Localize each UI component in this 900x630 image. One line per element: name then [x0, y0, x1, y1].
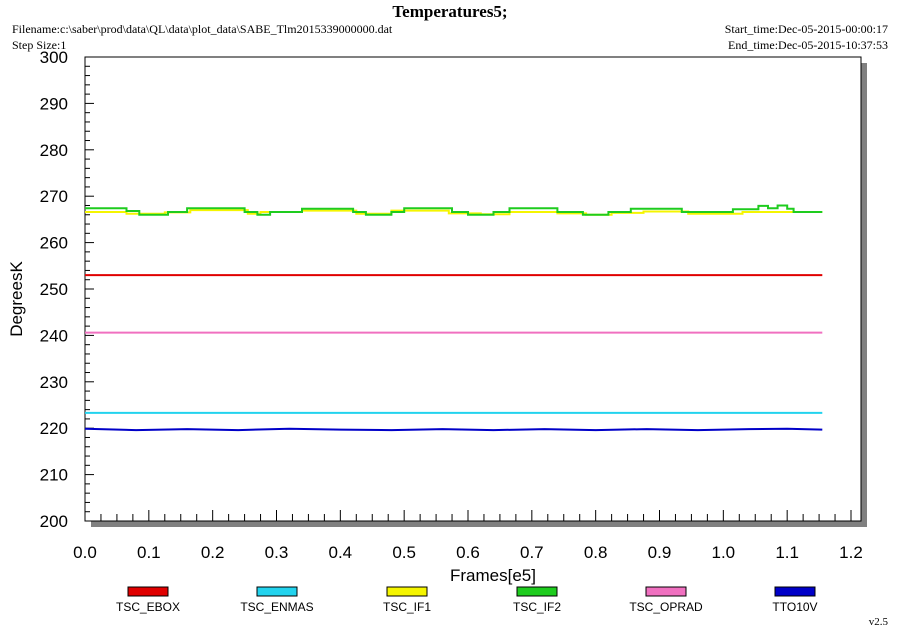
start-time-label: Start_time:Dec-05-2015-00:00:17 — [724, 22, 888, 36]
plot-frame — [84, 56, 862, 522]
x-tick-label: 0.4 — [329, 543, 353, 562]
x-tick-label: 0.5 — [392, 543, 416, 562]
x-tick-label: 0.8 — [584, 543, 608, 562]
y-tick-label: 280 — [40, 141, 68, 160]
step-size-label: Step Size:1 — [12, 38, 67, 52]
y-tick-label: 200 — [40, 512, 68, 531]
legend-label: TSC_IF1 — [383, 600, 431, 614]
y-tick-label: 230 — [40, 373, 68, 392]
x-tick-label: 0.9 — [648, 543, 672, 562]
legend-swatch — [774, 586, 816, 597]
series-line-tsc-if2 — [85, 204, 823, 216]
x-tick-label: 0.7 — [520, 543, 544, 562]
y-axis-label: DegreesK — [7, 261, 26, 337]
x-tick-label: 0.3 — [265, 543, 289, 562]
x-tick-label: 1.1 — [775, 543, 799, 562]
filename-label: Filename:c:\saber\prod\data\QL\data\plot… — [12, 22, 393, 36]
chart-title: Temperatures5; — [392, 2, 508, 21]
y-tick-label: 220 — [40, 419, 68, 438]
legend-swatch — [645, 586, 687, 597]
y-tick-label: 260 — [40, 234, 68, 253]
y-tick-label: 210 — [40, 466, 68, 485]
x-tick-label: 1.2 — [839, 543, 863, 562]
legend-label: TSC_EBOX — [116, 600, 180, 614]
series-line-tto10v — [84, 427, 823, 432]
x-axis-label: Frames[e5] — [450, 566, 536, 585]
y-tick-label: 300 — [40, 48, 68, 67]
legend-label: TTO10V — [772, 600, 817, 614]
legend-swatch — [256, 586, 298, 597]
legend-swatch — [127, 586, 169, 597]
version-label: v2.5 — [868, 616, 888, 628]
legend-label: TSC_ENMAS — [240, 600, 313, 614]
x-tick-label: 0.1 — [137, 543, 161, 562]
y-tick-label: 290 — [40, 94, 68, 113]
legend-label: TSC_OPRAD — [629, 600, 703, 614]
y-tick-label: 270 — [40, 187, 68, 206]
legend-label: TSC_IF2 — [513, 600, 561, 614]
series-line-tsc-if1 — [85, 209, 823, 216]
y-tick-label: 240 — [40, 326, 68, 345]
x-tick-label: 1.0 — [712, 543, 736, 562]
x-tick-label: 0.2 — [201, 543, 225, 562]
end-time-label: End_time:Dec-05-2015-10:37:53 — [728, 38, 888, 52]
x-tick-label: 0.6 — [456, 543, 480, 562]
x-tick-label: 0.0 — [73, 543, 97, 562]
legend-swatch — [516, 586, 558, 597]
y-tick-label: 250 — [40, 280, 68, 299]
legend-swatch — [386, 586, 428, 597]
